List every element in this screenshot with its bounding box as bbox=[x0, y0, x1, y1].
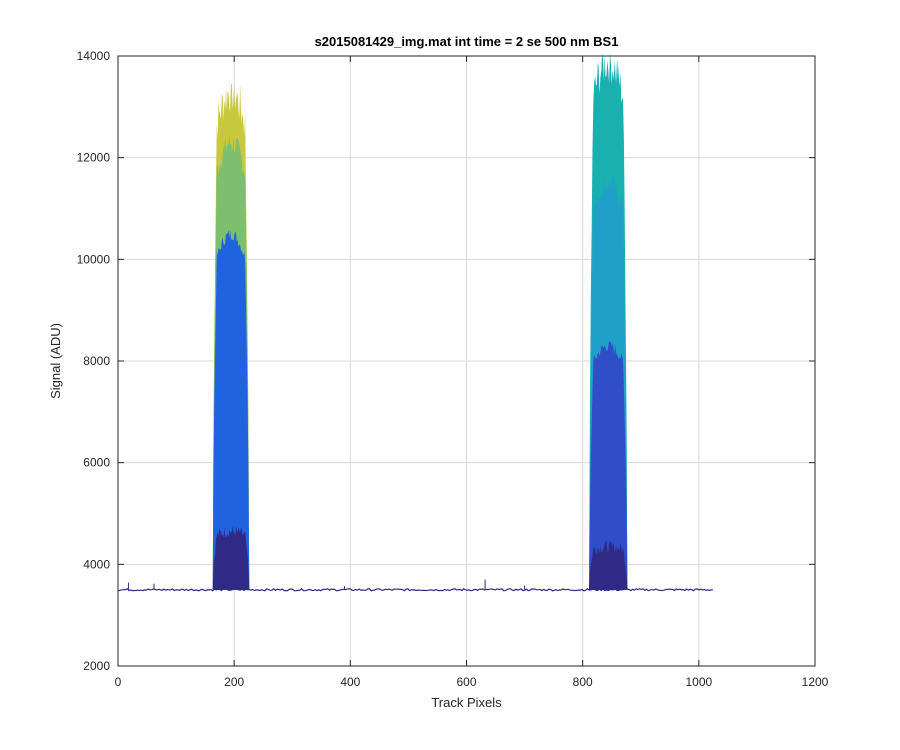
baseline-trace bbox=[118, 587, 713, 592]
x-tick-label: 400 bbox=[340, 675, 360, 689]
y-tick-label: 10000 bbox=[77, 252, 111, 266]
x-tick-label: 1000 bbox=[685, 675, 712, 689]
y-tick-label: 8000 bbox=[83, 354, 110, 368]
y-axis-label: Signal (ADU) bbox=[48, 323, 63, 399]
x-tick-label: 0 bbox=[115, 675, 122, 689]
y-tick-label: 14000 bbox=[77, 49, 111, 63]
y-tick-label: 4000 bbox=[83, 557, 110, 571]
peak-layer-mid bbox=[212, 229, 250, 590]
x-tick-label: 200 bbox=[224, 675, 244, 689]
x-tick-label: 600 bbox=[456, 675, 476, 689]
axes: 0 200 400 600 800 1000 1200 2000 4000 6000 8000 100… bbox=[77, 49, 829, 689]
peak-layer-low bbox=[212, 526, 250, 590]
x-axis-label: Track Pixels bbox=[431, 695, 502, 710]
peak-layer-mid bbox=[589, 340, 628, 590]
chart-title: s2015081429_img.mat int time = 2 se 500 … bbox=[315, 34, 619, 49]
y-tick-label: 12000 bbox=[77, 151, 111, 165]
x-tick-label: 1200 bbox=[802, 675, 829, 689]
x-tick-label: 800 bbox=[573, 675, 593, 689]
y-tick-label: 6000 bbox=[83, 456, 110, 470]
peak-layer-low bbox=[589, 540, 628, 590]
y-tick-label: 2000 bbox=[83, 659, 110, 673]
data-series bbox=[118, 53, 713, 592]
